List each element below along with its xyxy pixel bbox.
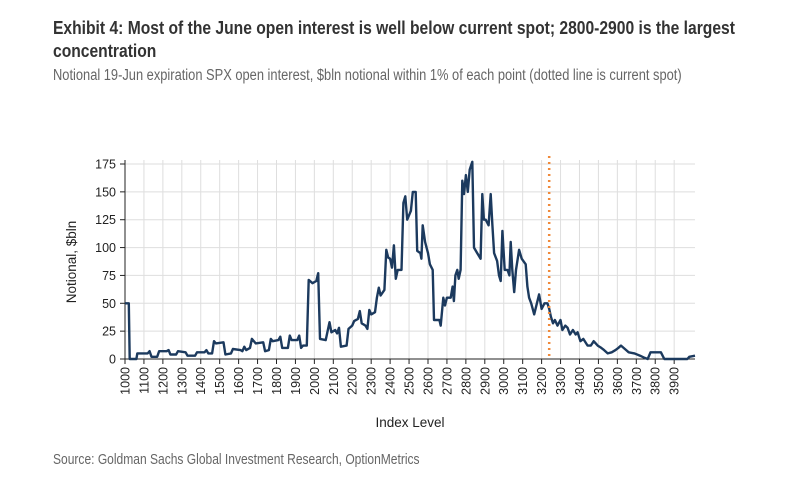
- y-tick-label: 150: [95, 185, 116, 199]
- x-tick-label: 3500: [592, 367, 606, 395]
- source-note: Source: Goldman Sachs Global Investment …: [53, 452, 420, 468]
- x-tick-label: 1900: [289, 367, 303, 395]
- y-tick-label: 0: [109, 353, 116, 367]
- x-tick-label: 3400: [573, 367, 587, 395]
- y-tick-label: 50: [102, 297, 116, 311]
- y-tick-label: 100: [95, 241, 116, 255]
- y-tick-label: 125: [95, 213, 116, 227]
- x-tick-label: 1700: [251, 367, 265, 395]
- x-tick-label: 3200: [535, 367, 549, 395]
- x-tick-label: 2600: [421, 367, 435, 395]
- x-tick-label: 2700: [440, 367, 454, 395]
- x-tick-label: 3900: [668, 367, 682, 395]
- x-tick-label: 3700: [630, 367, 644, 395]
- chart-title: Exhibit 4: Most of the June open interes…: [53, 17, 735, 61]
- x-tick-label: 3600: [611, 367, 625, 395]
- x-tick-label: 3000: [497, 367, 511, 395]
- x-axis-label: Index Level: [375, 415, 444, 430]
- x-tick-label: 1200: [156, 367, 170, 395]
- x-tick-label: 3800: [649, 367, 663, 395]
- x-tick-label: 1400: [194, 367, 208, 395]
- x-tick-label: 1000: [119, 367, 133, 395]
- y-tick-label: 75: [102, 269, 116, 283]
- x-tick-label: 3100: [516, 367, 530, 395]
- x-tick-label: 2500: [403, 367, 417, 395]
- x-tick-label: 1600: [232, 367, 246, 395]
- x-tick-label: 2300: [365, 367, 379, 395]
- open-interest-line: [125, 160, 696, 361]
- x-tick-label: 2900: [478, 367, 492, 395]
- y-tick-label: 175: [95, 158, 116, 172]
- x-tick-label: 1500: [213, 367, 227, 395]
- y-tick-label: 25: [102, 325, 116, 339]
- x-tick-label: 1100: [137, 367, 151, 394]
- y-axis-label: Notional, $bln: [64, 221, 79, 304]
- x-tick-label: 2100: [327, 367, 341, 395]
- x-tick-label: 2000: [308, 367, 322, 395]
- x-tick-label: 2200: [346, 367, 360, 395]
- x-tick-label: 1300: [175, 367, 189, 395]
- x-tick-label: 2800: [459, 367, 473, 395]
- chart-subtitle: Notional 19-Jun expiration SPX open inte…: [53, 67, 682, 84]
- x-tick-label: 2400: [384, 367, 398, 395]
- x-tick-label: 3300: [554, 367, 568, 395]
- x-tick-label: 1800: [270, 367, 284, 395]
